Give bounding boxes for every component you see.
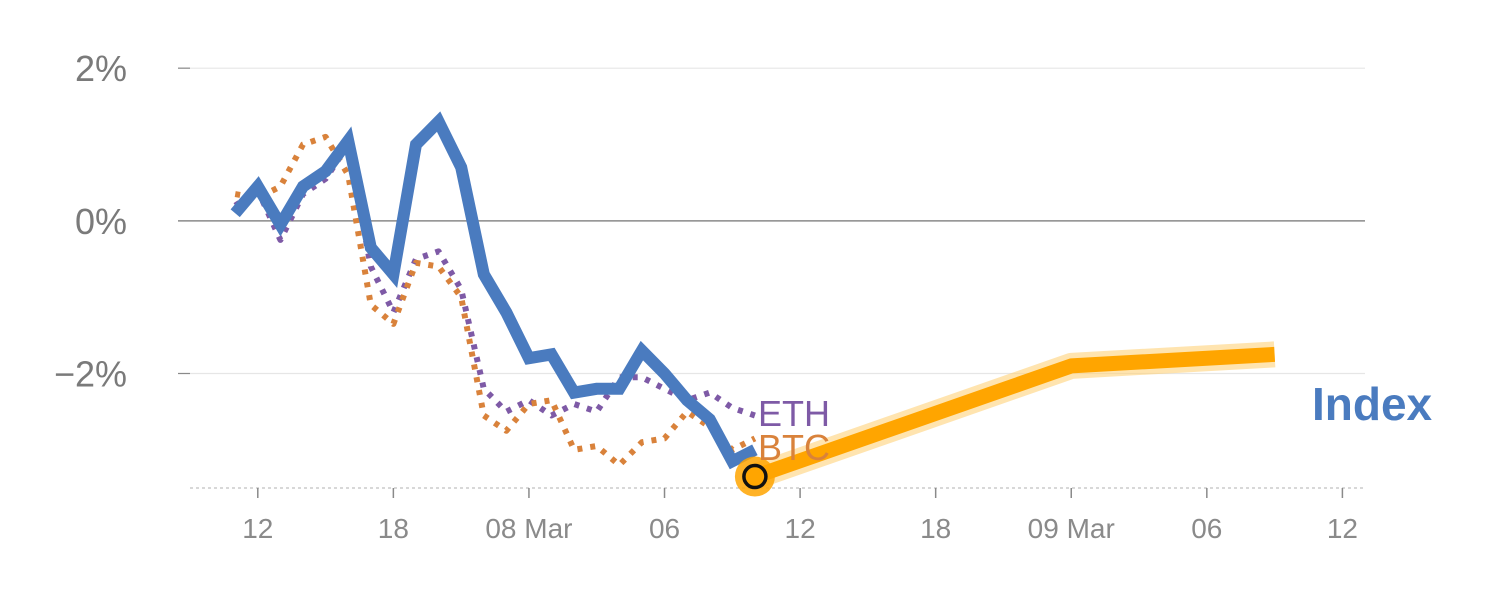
x-tick-label: 12	[242, 513, 273, 544]
x-tick-label: 06	[649, 513, 680, 544]
current-point-marker	[742, 463, 768, 490]
x-tick-label: 08 Mar	[485, 513, 572, 544]
y-tick-label: 0%	[75, 201, 127, 242]
index-line	[230, 111, 758, 470]
btc-series-label: BTC	[758, 427, 830, 468]
forecast-line	[752, 346, 1276, 484]
x-tick-label: 18	[920, 513, 951, 544]
y-tick-label: 2%	[75, 48, 127, 89]
series-layer	[230, 111, 1276, 497]
x-tick-label: 06	[1191, 513, 1222, 544]
index-series-label: Index	[1312, 378, 1433, 430]
eth-series-label: ETH	[758, 393, 830, 434]
x-tick-label: 18	[378, 513, 409, 544]
y-tick-label: −2%	[54, 354, 127, 395]
btc-line	[234, 133, 757, 469]
forecast-band-glow	[750, 341, 1276, 489]
grid-layer	[178, 67, 1365, 375]
x-tick-label: 12	[785, 513, 816, 544]
y-axis: 2% 0% −2%	[54, 48, 127, 394]
x-tick-label: 09 Mar	[1028, 513, 1115, 544]
x-axis: 12 18 08 Mar 06 12 18 09 Mar 06 12	[190, 487, 1365, 544]
label-layer: ETH BTC Index	[758, 378, 1433, 468]
x-tick-label: 12	[1327, 513, 1358, 544]
